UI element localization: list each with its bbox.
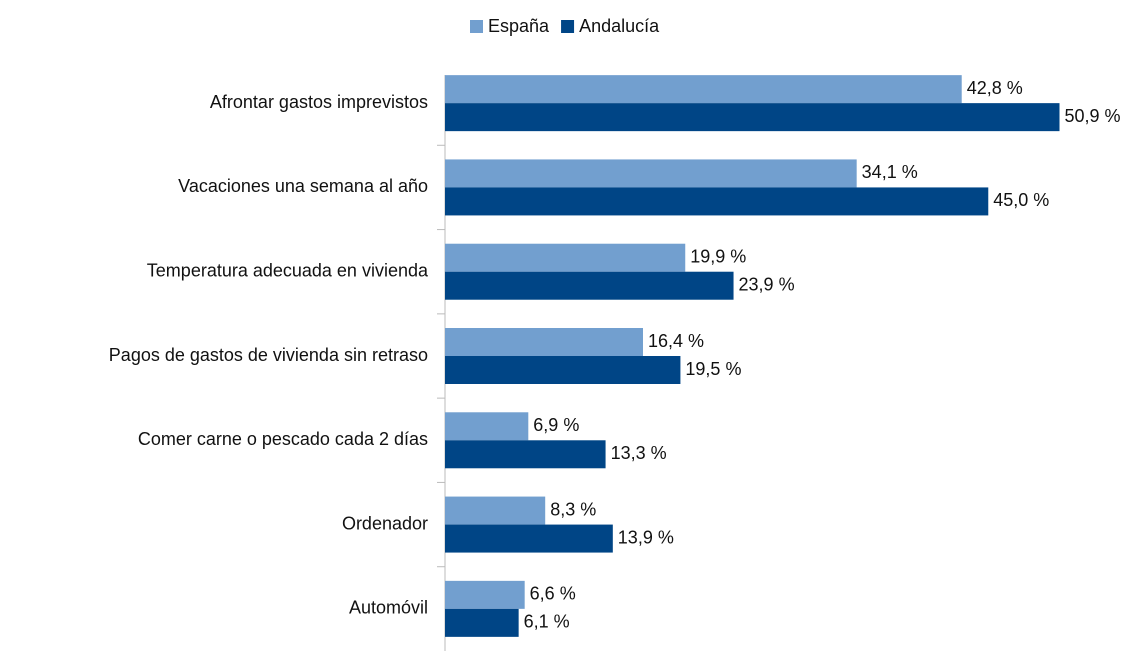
data-label: 50,9 % (1065, 106, 1121, 126)
y-tick-label: Comer carne o pescado cada 2 días (138, 429, 428, 449)
bar (445, 524, 613, 553)
y-tick-label: Automóvil (349, 598, 428, 618)
legend-swatch (561, 20, 575, 33)
legend-label: Andalucía (579, 16, 660, 36)
legend-swatch (470, 20, 483, 33)
bar (445, 608, 519, 637)
bar (445, 159, 857, 188)
bar (445, 75, 962, 104)
data-label: 19,5 % (685, 359, 741, 379)
bar (445, 440, 606, 469)
data-label: 23,9 % (739, 274, 795, 294)
bar (445, 356, 681, 384)
y-tick-label: Ordenador (342, 513, 428, 533)
data-label: 6,1 % (524, 612, 570, 632)
data-label: 13,3 % (611, 443, 667, 463)
bar (445, 103, 1060, 132)
data-label: 16,4 % (648, 331, 704, 351)
y-tick-label: Vacaciones una semana al año (178, 176, 428, 196)
data-label: 45,0 % (993, 190, 1049, 210)
data-label: 6,9 % (533, 415, 579, 435)
bar (445, 187, 989, 216)
y-tick-label: Pagos de gastos de vivienda sin retraso (109, 345, 428, 365)
data-label: 34,1 % (862, 162, 918, 182)
bar (445, 412, 529, 441)
data-label: 42,8 % (967, 78, 1023, 98)
data-label: 19,9 % (690, 246, 746, 266)
bar (445, 243, 686, 272)
bar (445, 580, 525, 609)
data-label: 8,3 % (550, 499, 596, 519)
data-label: 13,9 % (618, 527, 674, 547)
bar (445, 328, 643, 356)
y-tick-label: Afrontar gastos imprevistos (210, 92, 428, 112)
data-label: 6,6 % (530, 584, 576, 604)
y-tick-label: Temperatura adecuada en vivienda (147, 260, 429, 280)
bar (445, 496, 546, 525)
legend-label: España (488, 16, 550, 36)
bar (445, 271, 734, 300)
